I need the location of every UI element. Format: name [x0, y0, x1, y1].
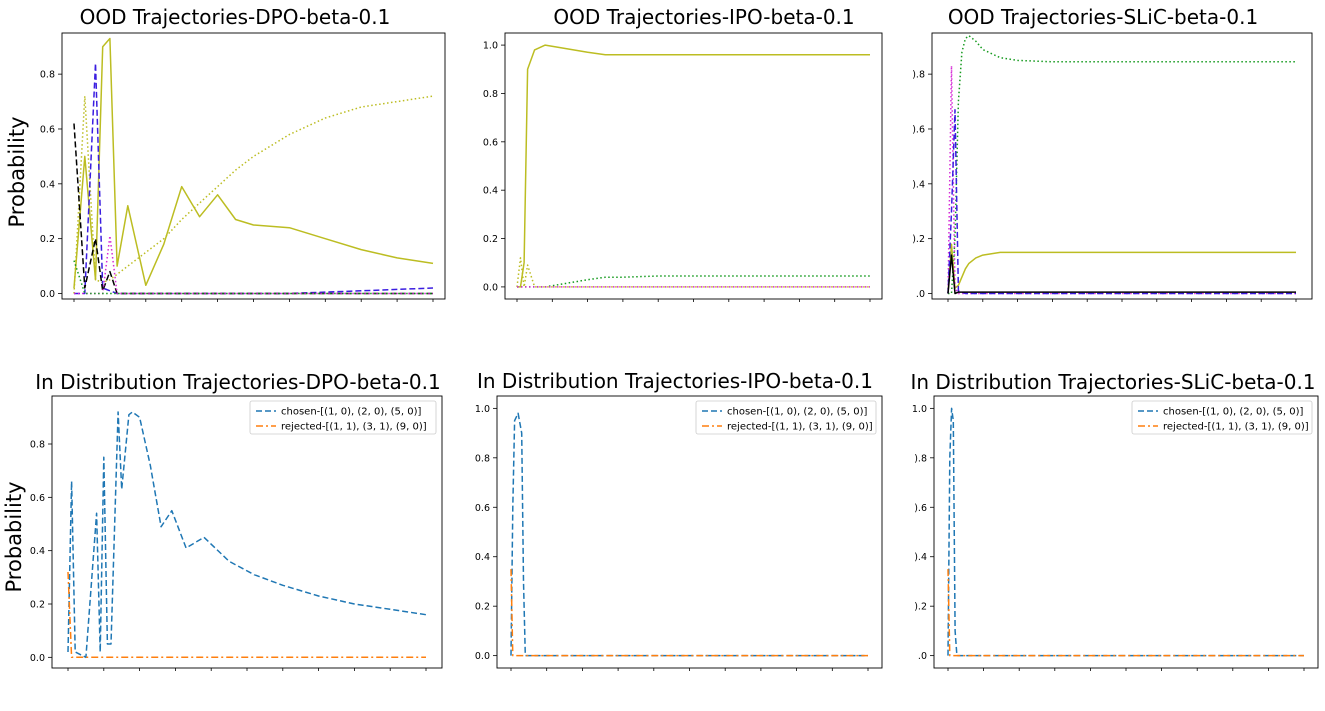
- legend-label: rejected-[(1, 1), (3, 1), (9, 0)]: [1163, 422, 1309, 433]
- series-line-1: [510, 412, 868, 657]
- y-tick-label: .0: [916, 289, 925, 300]
- chart-panel-2: OOD Trajectories-IPO-beta-0.1 0.0 0.2 0.4 0.…: [483, 5, 883, 302]
- y-tick-label: ).8: [912, 70, 925, 81]
- y-tick-label: 0.0: [475, 651, 490, 662]
- y-tick-label: ).8: [914, 453, 927, 464]
- y-tick-label: ).2: [914, 602, 927, 613]
- legend: chosen-[(1, 0), (2, 0), (5, 0)] rejected-…: [249, 400, 437, 435]
- y-tick-label: 1.0: [912, 404, 927, 415]
- y-tick-label: 0.0: [40, 289, 55, 300]
- y-tick-label: 0.6: [40, 124, 55, 135]
- y-tick-label: .0: [918, 651, 927, 662]
- y-tick-label: 0.8: [30, 440, 45, 451]
- y-tick-label: 0.8: [40, 70, 55, 81]
- y-tick-label: 1.0: [475, 404, 490, 415]
- y-tick-label: 0.4: [40, 179, 55, 190]
- y-tick-label: 0.4: [30, 546, 45, 557]
- y-axis-label: Probability: [5, 116, 29, 227]
- legend-label: rejected-[(1, 1), (3, 1), (9, 0)]: [281, 422, 427, 433]
- chart-title: OOD Trajectories-IPO-beta-0.1: [553, 5, 854, 29]
- series-line-2: [67, 571, 426, 659]
- series-line-5: [947, 254, 1296, 295]
- series-line-1: [517, 44, 870, 288]
- y-tick-label: ).4: [912, 179, 925, 190]
- y-tick-label: 0.6: [483, 137, 498, 148]
- chart-title: In Distribution Trajectories-SLiC-beta-0…: [910, 370, 1315, 394]
- legend-label: chosen-[(1, 0), (2, 0), (5, 0)]: [727, 407, 868, 418]
- y-tick-label: 0.2: [483, 234, 498, 245]
- chart-title: In Distribution Trajectories-IPO-beta-0.…: [477, 369, 873, 393]
- y-tick-label: 0.2: [30, 600, 45, 611]
- chart-panel-4: In Distribution Trajectories-DPO-beta-0.…: [2, 370, 443, 671]
- chart-title: In Distribution Trajectories-DPO-beta-0.…: [35, 370, 440, 394]
- y-tick-label: 0.2: [40, 234, 55, 245]
- legend-label: rejected-[(1, 1), (3, 1), (9, 0)]: [727, 422, 873, 433]
- legend-box: [695, 400, 877, 435]
- legend-box: [249, 400, 437, 435]
- y-axis-label: Probability: [2, 481, 26, 592]
- y-tick-label: ).4: [914, 552, 927, 563]
- y-tick-label: 0.8: [475, 453, 490, 464]
- y-tick-label: 0.0: [483, 282, 498, 293]
- chart-title: OOD Trajectories-SLiC-beta-0.1: [948, 5, 1258, 29]
- y-tick-label: 0.4: [483, 186, 498, 197]
- y-tick-label: 0.2: [475, 602, 490, 613]
- legend-label: chosen-[(1, 0), (2, 0), (5, 0)]: [281, 407, 422, 418]
- chart-title: OOD Trajectories-DPO-beta-0.1: [80, 5, 391, 29]
- chart-panel-1: OOD Trajectories-DPO-beta-0.1 Probability…: [5, 5, 446, 302]
- chart-panel-6: In Distribution Trajectories-SLiC-beta-0…: [910, 370, 1319, 671]
- legend: chosen-[(1, 0), (2, 0), (5, 0)] rejected-…: [1131, 400, 1313, 435]
- chart-panel-5: In Distribution Trajectories-IPO-beta-0.…: [475, 369, 883, 671]
- series-line-2: [510, 569, 868, 657]
- y-tick-label: 1.0: [483, 41, 498, 52]
- series-line-4: [947, 109, 1296, 295]
- legend: chosen-[(1, 0), (2, 0), (5, 0)] rejected-…: [695, 400, 877, 435]
- y-tick-label: 0.8: [483, 89, 498, 100]
- y-tick-label: ).6: [912, 124, 925, 135]
- y-tick-label: ).6: [914, 503, 927, 514]
- y-tick-label: 0.4: [475, 552, 490, 563]
- series-line-1: [67, 411, 427, 659]
- legend-box: [1131, 400, 1313, 435]
- legend-label: chosen-[(1, 0), (2, 0), (5, 0)]: [1163, 407, 1304, 418]
- series-line-3: [516, 257, 870, 288]
- series-line-6: [73, 260, 433, 295]
- chart-panel-3: OOD Trajectories-SLiC-beta-0.1 .0 ).2 ).4).…: [912, 5, 1313, 302]
- y-tick-label: 0.6: [475, 503, 490, 514]
- y-tick-label: 0.6: [30, 493, 45, 504]
- series-line-3: [74, 62, 434, 295]
- series-line-2: [947, 243, 1296, 294]
- series-line-2: [947, 569, 1304, 657]
- series-line-1: [73, 37, 434, 289]
- y-tick-label: ).2: [912, 234, 925, 245]
- y-tick-label: 0.0: [30, 653, 45, 664]
